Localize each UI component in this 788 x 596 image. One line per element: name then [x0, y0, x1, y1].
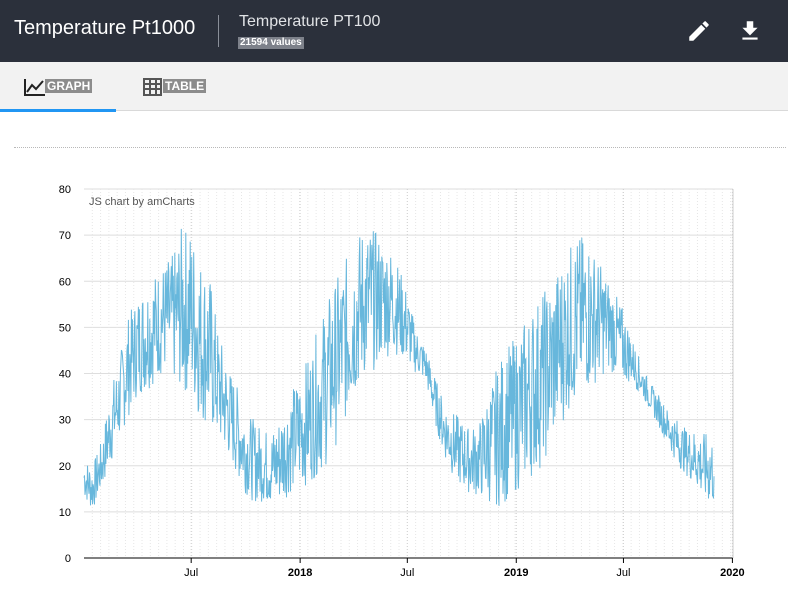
x-tick-label: Jul: [184, 567, 198, 579]
y-tick-label: 10: [59, 507, 71, 519]
download-button[interactable]: [737, 18, 763, 44]
line-chart-icon: [24, 79, 45, 96]
chart-credit: JS chart by amCharts: [89, 196, 195, 208]
tab-graph[interactable]: GRAPH: [0, 62, 116, 112]
page-title: Temperature Pt1000: [14, 17, 196, 39]
y-tick-label: 50: [59, 322, 71, 334]
y-tick-label: 80: [59, 184, 71, 196]
y-tick-label: 40: [59, 369, 71, 381]
x-tick-label: 2019: [504, 567, 528, 579]
pencil-icon: [689, 21, 709, 41]
temperature-chart[interactable]: 0 10 20 30 40 50 60 70 80 Jul 2018 Jul 2019 Jul 2020 J…: [0, 170, 788, 590]
y-tick-label: 60: [59, 276, 71, 288]
download-icon: [742, 21, 758, 40]
x-tick-label: Jul: [400, 567, 414, 579]
top-bar: Temperature Pt1000 Temperature PT100 215…: [0, 0, 788, 62]
tab-table-label: TABLE: [163, 79, 207, 93]
y-tick-label: 30: [59, 415, 71, 427]
temperature-series-line: [83, 228, 715, 506]
x-tick-label: 2018: [288, 567, 312, 579]
value-count-badge: 21594 values: [238, 37, 304, 49]
tab-graph-label: GRAPH: [45, 79, 93, 93]
active-tab-indicator: [0, 109, 116, 112]
y-tick-label: 20: [59, 461, 71, 473]
x-tick-label: Jul: [616, 567, 630, 579]
header-divider: [218, 15, 219, 47]
y-tick-label: 70: [59, 230, 71, 242]
x-tick-label: 2020: [720, 567, 744, 579]
view-tabs: GRAPH TABLE: [0, 62, 788, 112]
edit-button[interactable]: [686, 18, 712, 44]
tab-table[interactable]: TABLE: [130, 62, 230, 111]
table-grid-icon: [143, 78, 162, 96]
content-divider: [14, 147, 786, 148]
y-tick-label: 0: [65, 553, 71, 565]
sensor-subtitle: Temperature PT100: [239, 13, 381, 30]
